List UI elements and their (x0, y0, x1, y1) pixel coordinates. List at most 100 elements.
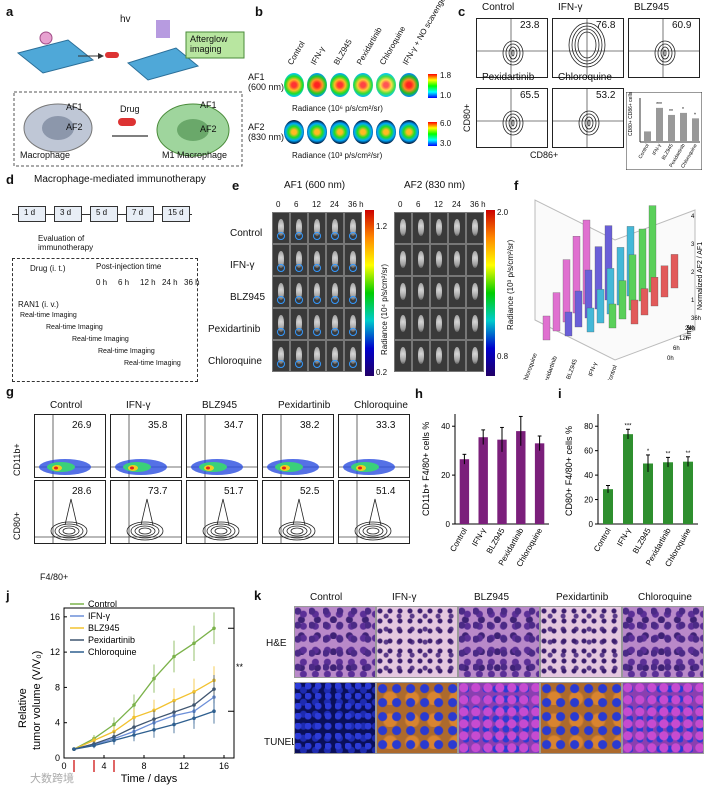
e-mouse-image (394, 308, 412, 340)
f-bar (542, 315, 551, 341)
c-plot-title: Chloroquine (558, 72, 612, 83)
b-cb2-min: 3.0 (440, 139, 452, 148)
g-col-label: Chloroquine (354, 400, 408, 411)
g-flow-scatter (111, 481, 181, 543)
j-x-tick: 8 (141, 761, 146, 771)
f-group-label: Pexidartinib (543, 355, 560, 380)
f-z-tick: 4 (691, 214, 695, 220)
g-flow-scatter (339, 415, 409, 477)
c-mini-cat: IFN-γ (651, 143, 663, 157)
j-point (192, 690, 196, 694)
g-percent: 51.7 (224, 486, 244, 497)
e-cb1-max: 1.2 (376, 222, 388, 231)
e-time-af2: 6 (416, 200, 421, 209)
e-tumor-spot (331, 296, 339, 304)
panel-label-h: h (415, 386, 423, 401)
e-tumor-spot (295, 360, 303, 368)
e-mouse-image (448, 212, 466, 244)
e-mouse-image (466, 308, 484, 340)
e-mouse-image (430, 340, 448, 372)
e-mouse-image (344, 308, 362, 340)
e-mouse-image (430, 308, 448, 340)
g-percent: 26.9 (72, 420, 92, 431)
f-time-label: 0h (667, 356, 674, 362)
c-contour (629, 19, 699, 77)
f-bar (552, 292, 561, 332)
g-flow-plot (110, 414, 182, 478)
panel-label-k: k (254, 588, 262, 603)
j-point (132, 703, 136, 707)
bar (478, 437, 488, 524)
e-tumor-spot (295, 296, 303, 304)
k-tunel-image (458, 682, 540, 754)
j-point (212, 687, 216, 691)
d-title: Macrophage-mediated immunotherapy (34, 174, 206, 185)
b-well (284, 120, 304, 144)
f-bar (650, 277, 659, 307)
e-tumor-spot (277, 232, 285, 240)
j-legend-label: Chloroquine (88, 647, 137, 657)
e-mouse-image (448, 340, 466, 372)
j-sig: ** (236, 662, 244, 672)
k-tunel-image (540, 682, 622, 754)
b-well (376, 73, 396, 97)
e-colorbar-2 (486, 210, 495, 376)
c-contour (553, 89, 623, 147)
y-tick: 20 (441, 471, 450, 480)
c-percent: 65.5 (520, 90, 540, 101)
f-time-label: 24h (685, 326, 695, 332)
y-tick: 60 (584, 447, 593, 456)
e-tumor-spot (349, 232, 357, 240)
g-percent: 38.2 (300, 420, 320, 431)
e-tumor-spot (277, 360, 285, 368)
g-flow-scatter (263, 415, 333, 477)
c-mini-ylabel: CD80+ CD86+ cells % (628, 92, 634, 136)
e-time-af2: 12 (434, 200, 443, 209)
panel-label-b: b (255, 4, 263, 19)
c-percent: 76.8 (596, 20, 616, 31)
j-ylabel-1: Relative (17, 688, 29, 728)
panel-label-a: a (6, 4, 14, 19)
sig-mark: ** (686, 451, 691, 457)
x-category: BLZ945 (631, 526, 653, 555)
f-bar (670, 254, 679, 289)
i-bar-chart: 020406080Control***IFN-γ*BLZ945**Pexidar… (564, 414, 698, 568)
j-point (92, 743, 96, 748)
e-mouse-image (290, 244, 308, 276)
c-xlabel: CD86+ (530, 150, 559, 160)
g-flow-plot (338, 414, 410, 478)
e-tumor-spot (295, 264, 303, 272)
e-tumor-spot (331, 264, 339, 272)
k-tunel-image (376, 682, 458, 754)
e-mouse-image (448, 308, 466, 340)
d-time-label: 6 h (118, 278, 130, 287)
j-point (132, 725, 136, 729)
j-x-tick: 12 (179, 761, 189, 771)
g-flow-scatter (35, 481, 105, 543)
d-drug-label: Drug (i. t.) (30, 264, 66, 273)
j-point (152, 708, 156, 713)
sig-mark: *** (624, 423, 632, 429)
k-tunel-label: TUNEL (264, 737, 297, 748)
e-mouse-image (326, 276, 344, 308)
k-he-image (458, 606, 540, 678)
b-well (330, 120, 350, 144)
b-col-label: Control (286, 39, 307, 67)
d-rt-label: Real-time Imaging (20, 312, 77, 319)
e-mouse-image (394, 244, 412, 276)
panel-label-i: i (558, 386, 562, 401)
c-mini-sig: * (694, 112, 696, 118)
g-flow-plot (262, 414, 334, 478)
panel-label-d: d (6, 172, 14, 187)
e-tumor-spot (349, 328, 357, 336)
e-cb2-min: 0.8 (497, 352, 509, 361)
g-percent: 52.5 (300, 486, 320, 497)
e-tumor-spot (349, 296, 357, 304)
j-point (112, 738, 116, 743)
j-point (112, 722, 116, 727)
g-x: F4/80+ (40, 572, 69, 582)
bar (516, 431, 526, 524)
d-day-box (54, 206, 82, 222)
e-tumor-spot (277, 296, 285, 304)
e-time-af2: 24 (452, 200, 461, 209)
